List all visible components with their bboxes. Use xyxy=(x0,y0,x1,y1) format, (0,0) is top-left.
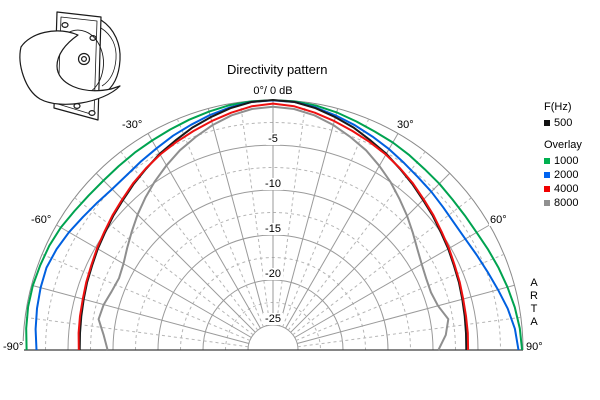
legend-swatch-2000 xyxy=(544,172,550,178)
legend-frequency-heading: F(Hz) xyxy=(544,101,572,113)
legend-swatch-8000 xyxy=(544,200,550,206)
arta-letter: T xyxy=(530,303,538,315)
apex-angle-db-label: 0°/ 0 dB xyxy=(251,85,295,97)
legend-overlay-heading: Overlay xyxy=(544,139,582,151)
arta-letter: A xyxy=(530,316,538,328)
legend-item-500: 500 xyxy=(544,116,582,130)
angle-label-plus-90: 90° xyxy=(525,341,544,353)
arta-watermark: A R T A xyxy=(527,277,541,329)
db-tick-minus-20: -20 xyxy=(263,268,283,280)
legend-label-8000: 8000 xyxy=(554,197,579,209)
legend-swatch-4000 xyxy=(544,186,550,192)
horn-driver-icon xyxy=(19,11,121,121)
db-tick-minus-25: -25 xyxy=(263,313,283,325)
angle-label-plus-30: 30° xyxy=(396,119,415,131)
legend-label-500: 500 xyxy=(554,117,573,129)
angle-label-plus-60: 60° xyxy=(489,214,508,226)
legend-item-8000: 8000 xyxy=(544,196,582,210)
legend-swatch-500 xyxy=(544,120,550,126)
legend-item-2000: 2000 xyxy=(544,168,582,182)
legend: F(Hz) 500 Overlay 1000 2000 4000 8000 xyxy=(544,100,582,210)
db-tick-minus-5: -5 xyxy=(266,133,280,145)
legend-label-4000: 4000 xyxy=(554,183,579,195)
angle-label-minus-90: -90° xyxy=(2,341,25,353)
arta-letter: R xyxy=(530,290,538,302)
legend-item-4000: 4000 xyxy=(544,182,582,196)
angle-label-minus-60: -60° xyxy=(30,214,53,226)
legend-item-1000: 1000 xyxy=(544,154,582,168)
arta-letter: A xyxy=(530,277,538,289)
db-tick-minus-15: -15 xyxy=(263,223,283,235)
legend-label-2000: 2000 xyxy=(554,169,579,181)
angle-label-minus-30: -30° xyxy=(121,119,144,131)
legend-label-1000: 1000 xyxy=(554,155,579,167)
chart-title: Directivity pattern xyxy=(227,62,328,77)
db-tick-minus-10: -10 xyxy=(263,178,283,190)
legend-swatch-1000 xyxy=(544,158,550,164)
